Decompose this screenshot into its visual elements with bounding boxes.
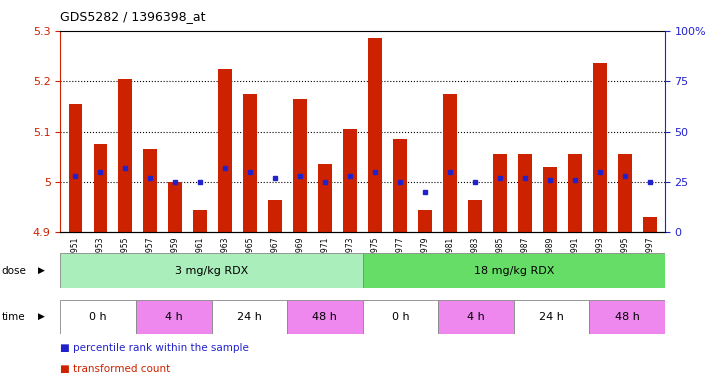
Bar bbox=[493, 154, 507, 232]
Bar bbox=[169, 182, 182, 232]
Bar bbox=[212, 300, 287, 334]
Bar bbox=[68, 104, 82, 232]
Bar bbox=[144, 149, 157, 232]
Bar bbox=[268, 200, 282, 232]
Bar bbox=[136, 300, 212, 334]
Text: dose: dose bbox=[1, 266, 26, 276]
Bar bbox=[368, 38, 382, 232]
Text: 0 h: 0 h bbox=[90, 312, 107, 322]
Text: 24 h: 24 h bbox=[237, 312, 262, 322]
Text: 48 h: 48 h bbox=[614, 312, 639, 322]
Bar bbox=[193, 210, 207, 232]
Bar bbox=[60, 253, 363, 288]
Text: ■ percentile rank within the sample: ■ percentile rank within the sample bbox=[60, 343, 250, 353]
Bar bbox=[393, 139, 407, 232]
Text: time: time bbox=[1, 312, 25, 322]
Text: 24 h: 24 h bbox=[539, 312, 564, 322]
Bar bbox=[363, 300, 438, 334]
Text: 18 mg/kg RDX: 18 mg/kg RDX bbox=[474, 266, 554, 276]
Bar bbox=[418, 210, 432, 232]
Bar bbox=[287, 300, 363, 334]
Text: 4 h: 4 h bbox=[165, 312, 183, 322]
Bar bbox=[363, 253, 665, 288]
Bar bbox=[518, 154, 532, 232]
Bar bbox=[589, 300, 665, 334]
Bar bbox=[243, 94, 257, 232]
Bar bbox=[443, 94, 457, 232]
Bar bbox=[60, 300, 136, 334]
Bar bbox=[643, 217, 657, 232]
Text: ■ transformed count: ■ transformed count bbox=[60, 364, 171, 374]
Bar bbox=[468, 200, 482, 232]
Text: 0 h: 0 h bbox=[392, 312, 410, 322]
Text: GDS5282 / 1396398_at: GDS5282 / 1396398_at bbox=[60, 10, 206, 23]
Bar bbox=[294, 99, 307, 232]
Text: ▶: ▶ bbox=[38, 312, 45, 321]
Bar bbox=[119, 79, 132, 232]
Bar bbox=[593, 63, 606, 232]
Bar bbox=[94, 144, 107, 232]
Bar bbox=[514, 300, 589, 334]
Bar bbox=[218, 68, 232, 232]
Text: 4 h: 4 h bbox=[467, 312, 485, 322]
Text: 3 mg/kg RDX: 3 mg/kg RDX bbox=[175, 266, 248, 276]
Bar bbox=[438, 300, 514, 334]
Text: ▶: ▶ bbox=[38, 266, 45, 275]
Bar bbox=[568, 154, 582, 232]
Bar bbox=[343, 129, 357, 232]
Bar bbox=[543, 167, 557, 232]
Bar bbox=[319, 164, 332, 232]
Bar bbox=[618, 154, 631, 232]
Text: 48 h: 48 h bbox=[312, 312, 337, 322]
